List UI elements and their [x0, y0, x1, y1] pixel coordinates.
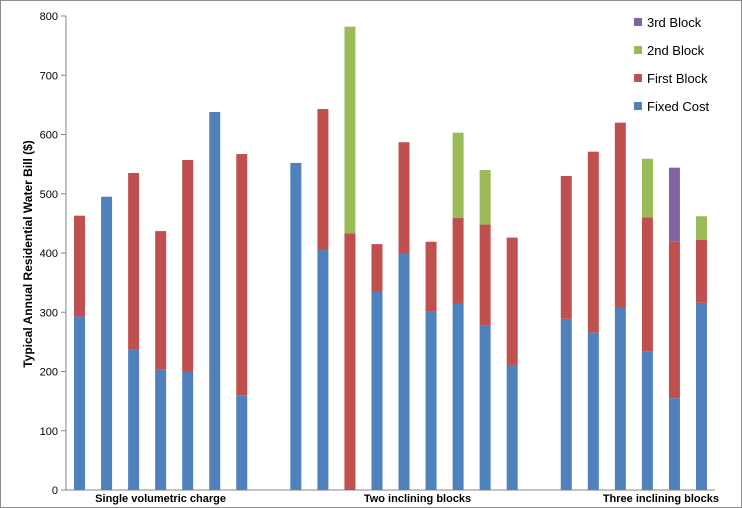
- bar-segment-first-block: [695, 239, 707, 303]
- legend-label: 3rd Block: [647, 15, 702, 30]
- bar-segment-2nd-block: [641, 158, 653, 218]
- bar-segment-first-block: [452, 218, 464, 304]
- bar-segment-fixed-cost: [236, 395, 248, 490]
- bar-segment-first-block: [74, 215, 86, 317]
- legend: 3rd Block 2nd Block First Block Fixed Cost: [634, 15, 710, 114]
- bar-segment-fixed-cost: [182, 371, 194, 490]
- legend-label: Fixed Cost: [647, 99, 710, 114]
- bar-segment-first-block: [641, 217, 653, 352]
- bar-segment-first-block: [236, 154, 248, 396]
- bar-segment-fixed-cost: [479, 325, 491, 490]
- bar-segment-first-block: [182, 159, 194, 372]
- bar-segment-first-block: [155, 231, 167, 370]
- bar-segment-first-block: [479, 224, 491, 326]
- bar-segment-fixed-cost: [560, 318, 572, 490]
- bar-segment-fixed-cost: [371, 291, 383, 490]
- bar-segment-first-block: [425, 241, 437, 312]
- category-labels: Single volumetric charge Two inclining bl…: [95, 493, 719, 505]
- category-label: Two inclining blocks: [364, 493, 471, 505]
- bar-segment-fixed-cost: [587, 332, 599, 490]
- bar-segment-2nd-block: [479, 170, 491, 225]
- bar-segment-first-block: [560, 175, 572, 319]
- legend-swatch: [634, 18, 642, 26]
- bar-segment-2nd-block: [344, 26, 356, 234]
- y-tick-label: 200: [40, 367, 58, 379]
- category-label: Three inclining blocks: [603, 493, 719, 505]
- legend-swatch: [634, 46, 642, 54]
- bar-segment-fixed-cost: [641, 351, 653, 490]
- bar-segment-fixed-cost: [452, 303, 464, 490]
- category-label: Single volumetric charge: [95, 493, 226, 505]
- bar-segment-first-block: [506, 237, 518, 365]
- y-tick-label: 0: [52, 485, 58, 497]
- bar-segment-fixed-cost: [128, 349, 140, 490]
- bar-segment-fixed-cost: [290, 162, 302, 490]
- bar-segment-first-block: [668, 241, 680, 399]
- legend-label: First Block: [647, 71, 708, 86]
- bar-segment-fixed-cost: [74, 316, 86, 490]
- y-tick-label: 700: [40, 70, 58, 82]
- bar-segment-first-block: [371, 244, 383, 292]
- y-tick-label: 100: [40, 426, 58, 438]
- bar-segment-2nd-block: [695, 216, 707, 240]
- bar-segment-fixed-cost: [695, 302, 707, 490]
- axes: 0 100 200 300 400 500 600 700 800: [40, 11, 715, 497]
- bar-segment-fixed-cost: [425, 311, 437, 490]
- bar-segment-fixed-cost: [614, 307, 626, 490]
- bar-segment-first-block: [398, 142, 410, 253]
- bar-segment-first-block: [317, 109, 329, 251]
- bar-segment-fixed-cost: [101, 196, 113, 490]
- bar-segment-3rd-block: [668, 167, 680, 242]
- y-tick-label: 800: [40, 11, 58, 23]
- y-tick-label: 500: [40, 189, 58, 201]
- legend-swatch: [634, 74, 642, 82]
- legend-swatch: [634, 102, 642, 110]
- bar-segment-fixed-cost: [209, 111, 221, 491]
- bar-segment-fixed-cost: [317, 250, 329, 490]
- bar-segment-2nd-block: [452, 132, 464, 219]
- bar-segment-first-block: [128, 173, 140, 350]
- bars: [74, 26, 707, 491]
- legend-label: 2nd Block: [647, 43, 705, 58]
- bar-segment-first-block: [587, 151, 599, 333]
- bar-segment-first-block: [614, 122, 626, 308]
- y-tick-label: 300: [40, 307, 58, 319]
- bar-segment-fixed-cost: [668, 398, 680, 490]
- y-axis-label: Typical Annual Residential Water Bill ($…: [21, 140, 35, 368]
- bar-segment-fixed-cost: [398, 253, 410, 490]
- y-tick-label: 600: [40, 130, 58, 142]
- bar-segment-fixed-cost: [506, 364, 518, 490]
- bar-segment-fixed-cost: [155, 369, 167, 490]
- y-tick-label: 400: [40, 248, 58, 260]
- bar-segment-first-block: [344, 233, 356, 490]
